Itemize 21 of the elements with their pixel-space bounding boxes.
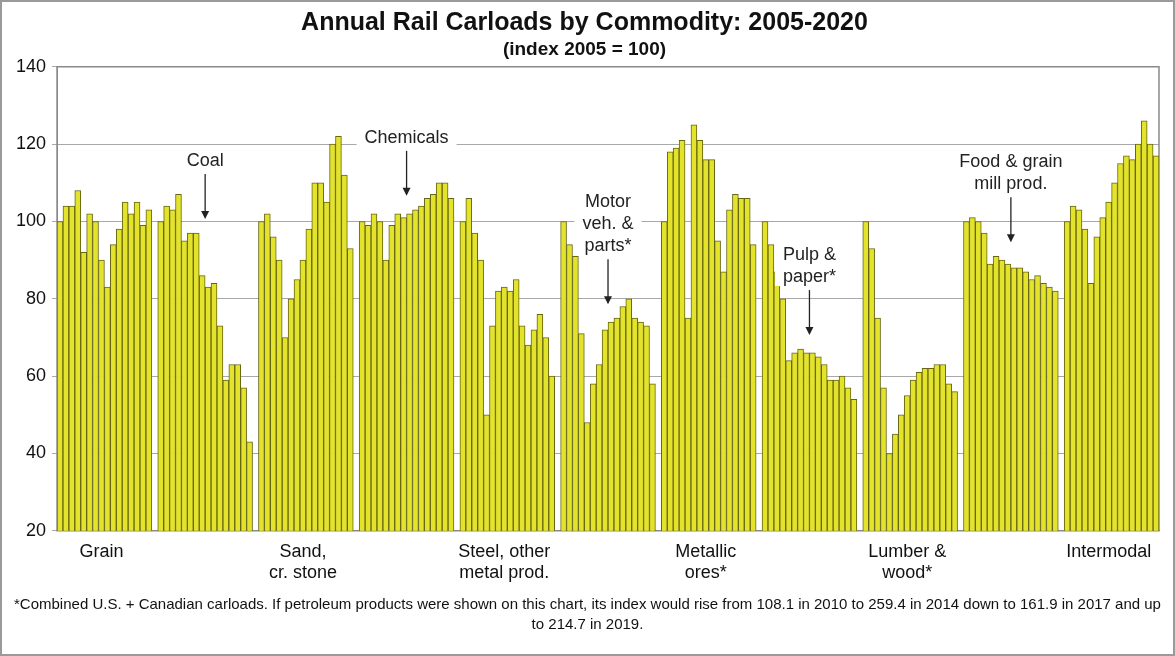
y-tick-label: 40 (26, 442, 47, 463)
x-tick-label: Steel, other metal prod. (458, 540, 551, 583)
x-tick-label: Metallic ores* (675, 540, 737, 583)
annotation: Food & grain mill prod. (959, 151, 1063, 194)
x-tick-label: Grain (79, 540, 124, 561)
x-tick-label: Sand, cr. stone (268, 540, 337, 583)
x-tick-label: Lumber & wood* (868, 540, 947, 583)
annotation: Coal (186, 150, 224, 171)
chart-subtitle: (index 2005 = 100) (502, 37, 667, 59)
chart-title: Annual Rail Carloads by Commodity: 2005-2020 (301, 6, 868, 35)
y-tick-label: 120 (15, 133, 47, 154)
text: *Combined U.S. + Canadian carloads. If petroleum products were shown on this chart, its index would rise from 108.1 in 2010 to 259.4 in 2014 down to 161.9 in 2017 and up to 214.7 in 2019. (13, 594, 1162, 634)
y-tick-label: 80 (26, 287, 47, 308)
annotation: Pulp & paper* (782, 244, 836, 287)
y-tick-label: 100 (15, 210, 47, 231)
y-tick-label: 140 (15, 55, 47, 76)
y-tick-label: 60 (26, 365, 47, 386)
annotation: Motor veh. & parts* (582, 191, 634, 256)
x-tick-label: Intermodal (1066, 540, 1152, 561)
y-tick-label: 20 (26, 519, 47, 540)
annotation: Chemicals (364, 126, 449, 147)
